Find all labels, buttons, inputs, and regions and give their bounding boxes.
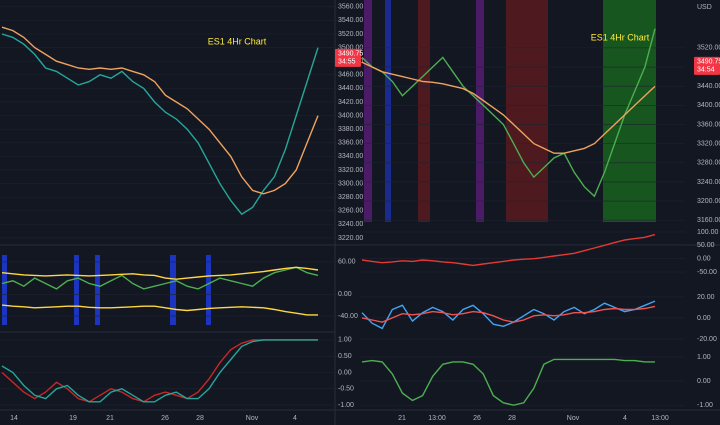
- y-tick-label: 0.00: [697, 315, 711, 322]
- y-tick-label: 3520.00: [338, 31, 363, 38]
- y-tick-label: 3220.00: [338, 235, 363, 242]
- x-tick-label: 26: [473, 415, 481, 422]
- x-tick-label: 4: [293, 415, 297, 422]
- y-tick-label: 0.50: [338, 353, 352, 360]
- y-tick-label: 1.00: [338, 337, 352, 344]
- y-tick-label: -1.00: [697, 402, 713, 409]
- y-tick-label: 3200.00: [697, 198, 720, 205]
- x-tick-label: 28: [508, 415, 516, 422]
- y-tick-label: 60.00: [338, 259, 356, 266]
- countdown: 34:54: [697, 67, 715, 74]
- series-line: [361, 358, 655, 406]
- y-tick-label: 0.00: [338, 291, 352, 298]
- y-tick-label: 3240.00: [697, 179, 720, 186]
- bar: [95, 255, 100, 325]
- y-tick-label: 3320.00: [338, 167, 363, 174]
- bar: [206, 255, 211, 325]
- y-tick-label: 3240.00: [338, 221, 363, 228]
- y-tick-label: 3440.00: [338, 85, 363, 92]
- series-line: [1, 304, 318, 316]
- y-tick-label: -50.00: [697, 269, 717, 276]
- series-line: [1, 339, 318, 403]
- band: [476, 0, 484, 222]
- y-tick-label: 3440.00: [697, 83, 720, 90]
- y-tick-label: 3280.00: [338, 194, 363, 201]
- y-tick-label: 3500.00: [338, 44, 363, 51]
- price-tag: [335, 48, 361, 67]
- x-tick-label: 4: [623, 415, 627, 422]
- bar: [2, 255, 7, 325]
- chart-title: ES1 4Hr Chart: [591, 32, 650, 42]
- y-tick-label: 20.00: [697, 294, 715, 301]
- y-tick-label: 3400.00: [338, 112, 363, 119]
- y-tick-label: 3260.00: [338, 208, 363, 215]
- y-tick-label: 0.00: [697, 378, 711, 385]
- series-line: [361, 28, 656, 198]
- chart-title: ES1 4Hr Chart: [208, 36, 267, 46]
- price-tag: [694, 56, 720, 75]
- band: [385, 0, 391, 222]
- y-tick-label: 3560.00: [338, 4, 363, 11]
- series-line: [361, 300, 656, 330]
- series-line: [361, 233, 656, 267]
- x-tick-label: 19: [69, 415, 77, 422]
- y-tick-label: 3360.00: [338, 140, 363, 147]
- y-tick-label: 1.00: [697, 354, 711, 361]
- y-tick-label: 3280.00: [697, 160, 720, 167]
- y-tick-label: -20.00: [697, 336, 717, 343]
- x-tick-label: 13:00: [428, 415, 446, 422]
- y-tick-label: 3420.00: [338, 99, 363, 106]
- price-tag-label: 3490.75: [338, 51, 363, 58]
- y-tick-label: 3160.00: [697, 217, 720, 224]
- band: [418, 0, 430, 222]
- y-tick-label: 3340.00: [338, 153, 363, 160]
- series-line: [1, 266, 319, 280]
- x-tick-label: 21: [106, 415, 114, 422]
- series-line: [1, 266, 319, 290]
- countdown: 34:55: [338, 59, 356, 66]
- currency-unit: USD: [697, 4, 712, 11]
- band: [364, 0, 372, 222]
- left-osc-bars: [2, 255, 211, 325]
- y-tick-label: 3360.00: [697, 121, 720, 128]
- y-tick-label: 3400.00: [697, 102, 720, 109]
- y-tick-label: 0.00: [697, 256, 711, 263]
- y-tick-label: 50.00: [697, 242, 715, 249]
- y-tick-label: -40.00: [338, 313, 358, 320]
- y-tick-label: -1.00: [338, 402, 354, 409]
- y-tick-label: 3540.00: [338, 17, 363, 24]
- bar: [74, 255, 79, 325]
- x-tick-label: Nov: [567, 415, 580, 422]
- y-tick-label: 3320.00: [697, 140, 720, 147]
- y-tick-label: 3460.00: [338, 72, 363, 79]
- y-tick-label: 0.00: [338, 369, 352, 376]
- y-tick-label: 3520.00: [697, 45, 720, 52]
- x-tick-label: 21: [398, 415, 406, 422]
- series-line: [361, 305, 656, 323]
- series-line: [1, 26, 319, 195]
- band: [506, 0, 548, 222]
- y-tick-label: 100.00: [697, 229, 719, 236]
- bar: [170, 255, 176, 325]
- y-tick-label: 3300.00: [338, 180, 363, 187]
- x-tick-label: 28: [196, 415, 204, 422]
- y-tick-label: -0.50: [338, 386, 354, 393]
- series-line: [361, 61, 656, 154]
- x-tick-label: 13:00: [651, 415, 669, 422]
- series-line: [1, 33, 319, 216]
- y-tick-label: 3380.00: [338, 126, 363, 133]
- x-tick-label: Nov: [246, 415, 259, 422]
- x-tick-label: 26: [161, 415, 169, 422]
- price-tag-label: 3490.75: [697, 59, 720, 66]
- x-tick-label: 14: [10, 415, 18, 422]
